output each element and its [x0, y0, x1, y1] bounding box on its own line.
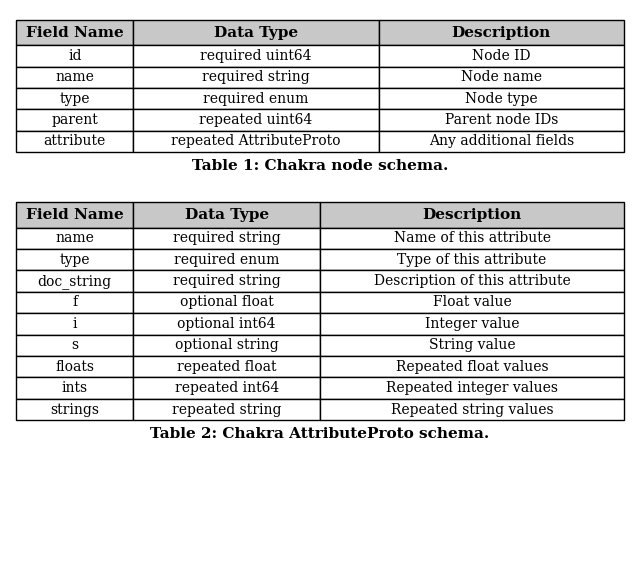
Text: repeated float: repeated float — [177, 360, 276, 374]
Bar — [379, 20, 624, 45]
Bar — [16, 110, 134, 131]
Bar — [320, 313, 624, 335]
Bar — [16, 20, 134, 45]
Bar — [16, 67, 134, 88]
Text: Description of this attribute: Description of this attribute — [374, 274, 570, 288]
Bar — [320, 271, 624, 292]
Bar — [379, 88, 624, 110]
Text: i: i — [72, 317, 77, 331]
Text: Repeated float values: Repeated float values — [396, 360, 548, 374]
Text: Table 1: Chakra node schema.: Table 1: Chakra node schema. — [192, 159, 448, 173]
Bar — [320, 249, 624, 271]
Text: Repeated string values: Repeated string values — [390, 403, 554, 417]
Text: floats: floats — [55, 360, 94, 374]
Bar — [134, 377, 320, 399]
Text: Parent node IDs: Parent node IDs — [445, 113, 558, 127]
Bar — [16, 335, 134, 356]
Text: Integer value: Integer value — [425, 317, 519, 331]
Text: f: f — [72, 295, 77, 309]
Bar — [379, 110, 624, 131]
Text: Type of this attribute: Type of this attribute — [397, 252, 547, 267]
Text: doc_string: doc_string — [38, 274, 112, 288]
Bar — [16, 203, 134, 228]
Text: repeated AttributeProto: repeated AttributeProto — [172, 134, 341, 148]
Bar — [16, 399, 134, 420]
Text: ints: ints — [61, 381, 88, 395]
Text: optional string: optional string — [175, 338, 278, 352]
Bar — [16, 377, 134, 399]
Text: repeated int64: repeated int64 — [175, 381, 279, 395]
Text: optional float: optional float — [180, 295, 274, 309]
Bar — [134, 88, 379, 110]
Text: Table 2: Chakra AttributeProto schema.: Table 2: Chakra AttributeProto schema. — [150, 427, 490, 441]
Bar — [134, 203, 320, 228]
Bar — [379, 45, 624, 67]
Text: attribute: attribute — [44, 134, 106, 148]
Bar — [134, 271, 320, 292]
Bar — [134, 131, 379, 152]
Bar — [134, 67, 379, 88]
Text: Node type: Node type — [465, 91, 538, 106]
Bar — [320, 399, 624, 420]
Bar — [134, 356, 320, 377]
Text: required uint64: required uint64 — [200, 49, 312, 63]
Bar — [134, 292, 320, 313]
Text: name: name — [55, 70, 94, 85]
Bar — [379, 67, 624, 88]
Bar — [320, 292, 624, 313]
Text: Field Name: Field Name — [26, 208, 124, 222]
Bar — [16, 131, 134, 152]
Bar — [134, 228, 320, 249]
Text: required string: required string — [202, 70, 310, 85]
Text: Data Type: Data Type — [214, 26, 298, 39]
Bar — [320, 335, 624, 356]
Text: String value: String value — [429, 338, 515, 352]
Text: repeated uint64: repeated uint64 — [200, 113, 313, 127]
Bar — [16, 228, 134, 249]
Bar — [134, 313, 320, 335]
Bar — [320, 228, 624, 249]
Bar — [134, 45, 379, 67]
Text: Description: Description — [422, 208, 522, 222]
Bar — [379, 131, 624, 152]
Bar — [320, 356, 624, 377]
Bar — [16, 249, 134, 271]
Text: Field Name: Field Name — [26, 26, 124, 39]
Text: Data Type: Data Type — [185, 208, 269, 222]
Text: id: id — [68, 49, 81, 63]
Bar — [16, 356, 134, 377]
Text: strings: strings — [50, 403, 99, 417]
Bar — [16, 88, 134, 110]
Text: type: type — [60, 91, 90, 106]
Bar — [16, 45, 134, 67]
Text: Float value: Float value — [433, 295, 511, 309]
Bar — [134, 249, 320, 271]
Text: type: type — [60, 252, 90, 267]
Text: optional int64: optional int64 — [177, 317, 276, 331]
Bar — [16, 271, 134, 292]
Bar — [16, 292, 134, 313]
Bar — [134, 20, 379, 45]
Bar — [16, 313, 134, 335]
Bar — [320, 377, 624, 399]
Text: required enum: required enum — [174, 252, 280, 267]
Text: Node ID: Node ID — [472, 49, 531, 63]
Text: required string: required string — [173, 231, 280, 246]
Text: parent: parent — [51, 113, 98, 127]
Text: s: s — [71, 338, 78, 352]
Bar — [320, 203, 624, 228]
Bar — [134, 399, 320, 420]
Text: Repeated integer values: Repeated integer values — [386, 381, 558, 395]
Bar — [134, 110, 379, 131]
Text: Name of this attribute: Name of this attribute — [394, 231, 550, 246]
Bar — [134, 335, 320, 356]
Text: repeated string: repeated string — [172, 403, 282, 417]
Text: required enum: required enum — [204, 91, 308, 106]
Text: Node name: Node name — [461, 70, 542, 85]
Text: Any additional fields: Any additional fields — [429, 134, 574, 148]
Text: required string: required string — [173, 274, 280, 288]
Text: name: name — [55, 231, 94, 246]
Text: Description: Description — [452, 26, 551, 39]
